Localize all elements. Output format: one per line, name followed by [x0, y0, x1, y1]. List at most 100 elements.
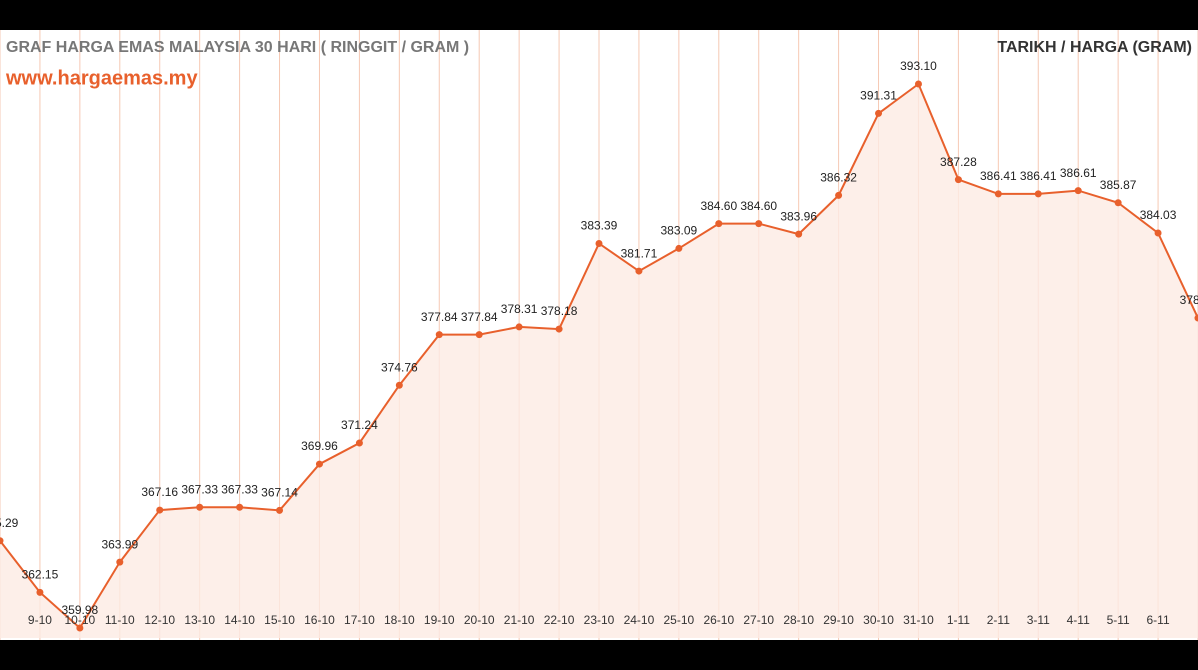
bottom-bar [0, 640, 1198, 670]
value-label: 384.60 [700, 199, 737, 213]
value-label: 362.15 [22, 568, 59, 582]
x-tick-label: 25-10 [664, 613, 695, 627]
top-bar [0, 0, 1198, 30]
point [276, 506, 284, 514]
value-label: 363.99 [101, 537, 138, 551]
x-tick-label: 26-10 [703, 613, 734, 627]
x-tick-label: 22-10 [544, 613, 575, 627]
chart-subtitle: www.hargaemas.my [5, 67, 198, 89]
area [0, 84, 1198, 638]
x-tick-label: 5-11 [1107, 613, 1130, 627]
value-label: 367.33 [221, 482, 258, 496]
chart-title: GRAF HARGA EMAS MALAYSIA 30 HARI ( RINGG… [6, 39, 469, 56]
x-tick-label: 4-11 [1067, 613, 1090, 627]
x-tick-label: 10-10 [65, 613, 96, 627]
value-label: 378.31 [501, 302, 538, 316]
point [315, 460, 323, 468]
x-tick-label: 19-10 [424, 613, 455, 627]
x-tick-label: 16-10 [304, 613, 335, 627]
x-tick-label: 21-10 [504, 613, 535, 627]
point [715, 220, 723, 228]
point [435, 331, 443, 339]
x-tick-label: 18-10 [384, 613, 415, 627]
x-tick-label: 29-10 [823, 613, 854, 627]
point [1034, 190, 1042, 198]
value-label: 383.39 [581, 219, 618, 233]
point [914, 80, 922, 88]
point [1194, 314, 1198, 322]
value-label: 369.96 [301, 439, 338, 453]
x-tick-label: 28-10 [783, 613, 814, 627]
value-label: 391.31 [860, 89, 897, 103]
value-label: 367.16 [141, 485, 178, 499]
point [635, 267, 643, 275]
value-label: 367.14 [261, 486, 298, 500]
value-label: 384.60 [740, 199, 777, 213]
x-tick-label: 12-10 [144, 613, 175, 627]
x-tick-label: 11-10 [105, 613, 135, 627]
value-label: 387.28 [940, 155, 977, 169]
value-label: 359.98 [62, 603, 99, 617]
x-tick-label: 27-10 [743, 613, 774, 627]
point [196, 503, 204, 511]
point [236, 503, 244, 511]
x-tick-label: 3-11 [1027, 613, 1050, 627]
point [835, 191, 843, 199]
value-label: 381.71 [621, 246, 658, 260]
x-tick-label: 2-11 [987, 613, 1010, 627]
value-label: 377.84 [421, 310, 458, 324]
point [116, 558, 124, 566]
point [515, 323, 523, 331]
x-tick-label: 31-10 [903, 613, 934, 627]
value-label: 367.33 [181, 482, 218, 496]
point [355, 439, 363, 447]
value-label: 383.09 [661, 224, 698, 238]
point [755, 220, 763, 228]
point [36, 588, 44, 596]
point [0, 537, 4, 545]
point [475, 331, 483, 339]
point [1074, 187, 1082, 195]
x-tick-label: 15-10 [264, 613, 295, 627]
value-label: 393.10 [900, 59, 937, 73]
value-label: 383.96 [780, 209, 817, 223]
x-tick-label: 9-10 [28, 613, 52, 627]
value-label: 371.24 [341, 418, 378, 432]
x-tick-label: 30-10 [863, 613, 894, 627]
value-label: 386.41 [980, 169, 1017, 183]
point [76, 624, 84, 632]
x-tick-label: 24-10 [624, 613, 655, 627]
value-label: 378.85 [1180, 293, 1198, 307]
value-label: 374.76 [381, 360, 418, 374]
point [156, 506, 164, 514]
point [675, 244, 683, 252]
x-tick-label: 6-11 [1146, 613, 1169, 627]
point [875, 109, 883, 117]
point [555, 325, 563, 333]
value-label: 386.32 [820, 171, 857, 185]
value-label: 384.03 [1140, 208, 1177, 222]
point [994, 190, 1002, 198]
value-label: 386.41 [1020, 169, 1057, 183]
point [395, 381, 403, 389]
point [1154, 229, 1162, 237]
x-tick-label: 14-10 [224, 613, 255, 627]
point [795, 230, 803, 238]
value-label: 365.29 [0, 516, 19, 530]
x-tick-label: 23-10 [584, 613, 615, 627]
value-label: 385.87 [1100, 178, 1137, 192]
x-tick-label: 13-10 [184, 613, 215, 627]
value-label: 377.84 [461, 310, 498, 324]
x-tick-label: 20-10 [464, 613, 495, 627]
value-label: 378.18 [541, 304, 578, 318]
point [954, 176, 962, 184]
point [595, 239, 603, 247]
annotation: TARIKH / HARGA (GRAM) [997, 39, 1192, 56]
x-tick-label: 1-11 [947, 613, 970, 627]
point [1114, 199, 1122, 207]
x-tick-label: 17-10 [344, 613, 375, 627]
value-label: 386.61 [1060, 166, 1097, 180]
